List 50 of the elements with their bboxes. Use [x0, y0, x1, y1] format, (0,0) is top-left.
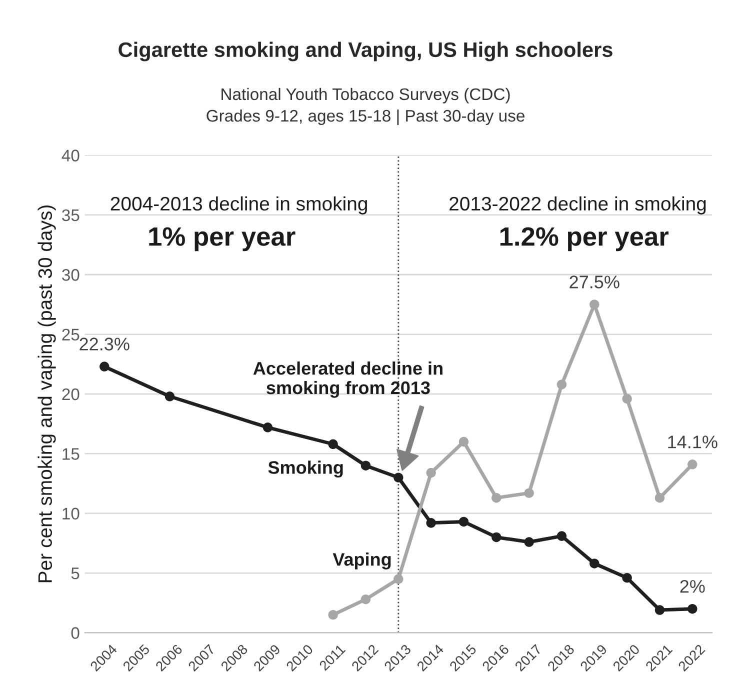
point — [360, 460, 371, 470]
point — [590, 300, 600, 310]
data-label: 2% — [680, 580, 705, 593]
point — [426, 518, 436, 528]
annotation: 1.2% per year — [500, 227, 669, 252]
point — [524, 488, 534, 498]
y-tick-label: 5 — [71, 568, 80, 580]
annotation: Accelerated decline in smoking from 2013 — [253, 361, 442, 398]
point — [458, 516, 469, 527]
point — [328, 610, 338, 620]
data-label: 14.1% — [668, 436, 718, 448]
point — [688, 604, 698, 614]
point — [328, 439, 338, 449]
point — [100, 362, 110, 372]
point — [590, 558, 600, 568]
y-tick-label: 20 — [62, 388, 80, 400]
point — [556, 380, 567, 390]
y-tick-label: 40 — [62, 150, 80, 162]
series-label: Vaping — [332, 552, 391, 570]
point — [164, 392, 175, 402]
point — [458, 436, 469, 447]
y-tick-label: 25 — [62, 328, 80, 341]
annotation: 2004-2013 decline in smoking — [110, 196, 367, 214]
annotation: 1% per year — [149, 227, 296, 252]
point — [360, 594, 371, 604]
point — [492, 492, 502, 503]
point — [262, 422, 273, 432]
point — [394, 472, 404, 482]
point — [622, 572, 632, 583]
y-axis-title: Per cent smoking and vaping (past 30 days) — [38, 206, 56, 582]
point — [394, 574, 404, 584]
point — [426, 468, 436, 478]
point — [556, 531, 567, 541]
data-label: 22.3% — [80, 338, 130, 350]
y-tick-label: 35 — [62, 209, 80, 222]
point — [688, 460, 698, 470]
point — [654, 605, 665, 615]
chart-title: Cigarette smoking and Vaping, US High schoolers — [118, 42, 612, 62]
series-label: Smoking — [268, 460, 343, 478]
y-tick-label: 30 — [62, 269, 80, 281]
point — [654, 492, 665, 503]
y-tick-label: 10 — [62, 508, 80, 520]
y-tick-label: 0 — [71, 627, 80, 639]
chart-subtitle: National Youth Tobacco Surveys (CDC) Grades 9-12, ages 15-18 | Past 30-day use — [206, 88, 524, 126]
point — [492, 532, 502, 542]
point — [622, 394, 632, 404]
y-tick-label: 15 — [62, 448, 80, 460]
annotation: 2013-2022 decline in smoking — [450, 196, 706, 214]
data-label: 27.5% — [570, 276, 620, 288]
point — [524, 537, 534, 547]
